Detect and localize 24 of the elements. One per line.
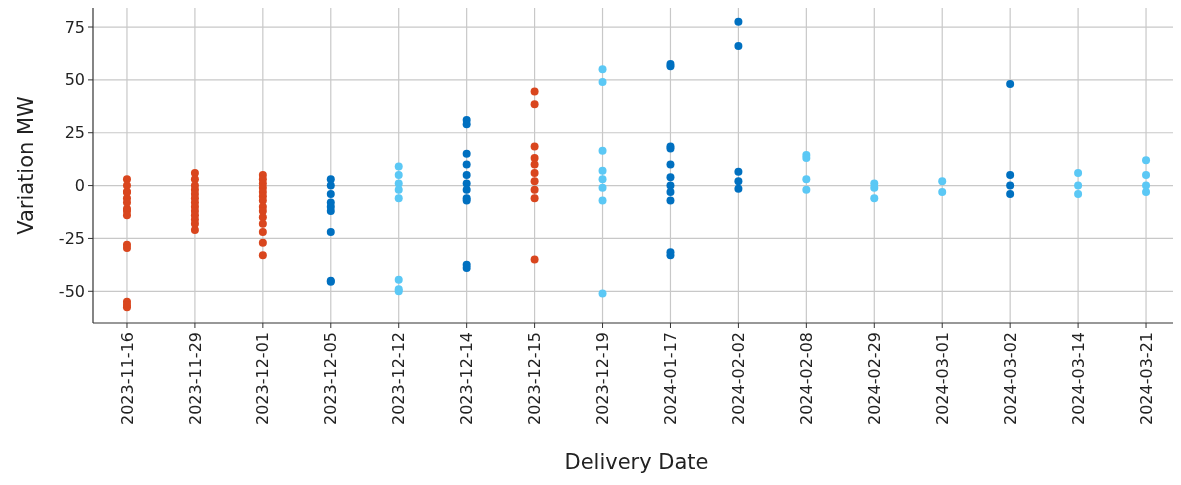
y-tick-label: -50 bbox=[58, 281, 85, 301]
x-tick-label: 2023-12-15 bbox=[525, 332, 545, 425]
x-tick-label: 2024-02-29 bbox=[864, 332, 884, 425]
y-axis-title: Variation MW bbox=[14, 95, 39, 235]
y-tick-label: 75 bbox=[64, 17, 85, 37]
x-tick-label: 2024-03-21 bbox=[1136, 332, 1156, 425]
x-tick-label: 2023-11-29 bbox=[185, 332, 205, 425]
y-tick-label: 0 bbox=[74, 176, 85, 196]
x-tick-label: 2023-12-12 bbox=[389, 332, 409, 425]
x-tick-label: 2023-12-19 bbox=[593, 332, 613, 425]
y-tick-label: 25 bbox=[64, 123, 85, 143]
x-tick-label: 2023-11-16 bbox=[117, 332, 137, 425]
y-tick-label: 50 bbox=[64, 70, 85, 90]
x-tick-label: 2024-02-02 bbox=[729, 332, 749, 425]
x-tick-label: 2023-12-14 bbox=[457, 332, 477, 425]
x-axis-title: Delivery Date bbox=[564, 450, 709, 474]
x-tick-label: 2024-03-02 bbox=[1000, 332, 1020, 425]
x-tick-label: 2024-01-17 bbox=[661, 332, 681, 425]
x-tick-label: 2023-12-01 bbox=[253, 332, 273, 425]
x-tick-label: 2024-03-01 bbox=[932, 332, 952, 425]
y-tick-label: -25 bbox=[58, 229, 85, 249]
x-tick-label: 2024-03-14 bbox=[1068, 332, 1088, 425]
x-tick-label: 2023-12-05 bbox=[321, 332, 341, 425]
x-tick-label: 2024-02-08 bbox=[796, 332, 816, 425]
